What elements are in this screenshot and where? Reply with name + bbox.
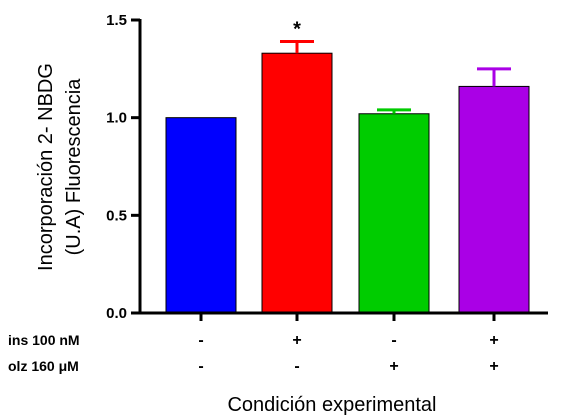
x-axis-title: Condición experimental xyxy=(227,394,436,416)
condition-sign: + xyxy=(389,358,398,375)
y-tick-label: 1.5 xyxy=(106,12,127,29)
bar xyxy=(359,114,429,313)
condition-sign: - xyxy=(294,358,299,375)
condition-sign: - xyxy=(198,332,203,349)
condition-sign: + xyxy=(489,358,498,375)
significance-marker: * xyxy=(293,18,301,40)
condition-sign: - xyxy=(198,358,203,375)
condition-sign: - xyxy=(391,332,396,349)
condition-table: ins 100 nM - + - + olz 160 μM - - + + xyxy=(8,332,499,375)
condition-sign: + xyxy=(489,332,498,349)
y-ticks-layer: 0.0 0.5 1.0 1.5 xyxy=(106,12,140,322)
bars-layer xyxy=(166,53,529,313)
condition-sign: + xyxy=(292,332,301,349)
bar xyxy=(262,53,332,313)
condition-row-label: ins 100 nM xyxy=(8,332,80,348)
bar xyxy=(459,86,529,313)
y-tick-label: 0.5 xyxy=(106,207,127,224)
bar xyxy=(166,118,236,313)
y-tick-label: 0.0 xyxy=(106,305,127,322)
condition-row-label: olz 160 μM xyxy=(8,358,79,374)
y-axis-title-line1: Incorporación 2- NBDG xyxy=(35,63,57,271)
significance-layer: * xyxy=(293,18,301,40)
y-tick-label: 1.0 xyxy=(106,110,127,127)
y-axis-title-line2: (U.A) Fluorescencia xyxy=(63,78,85,256)
